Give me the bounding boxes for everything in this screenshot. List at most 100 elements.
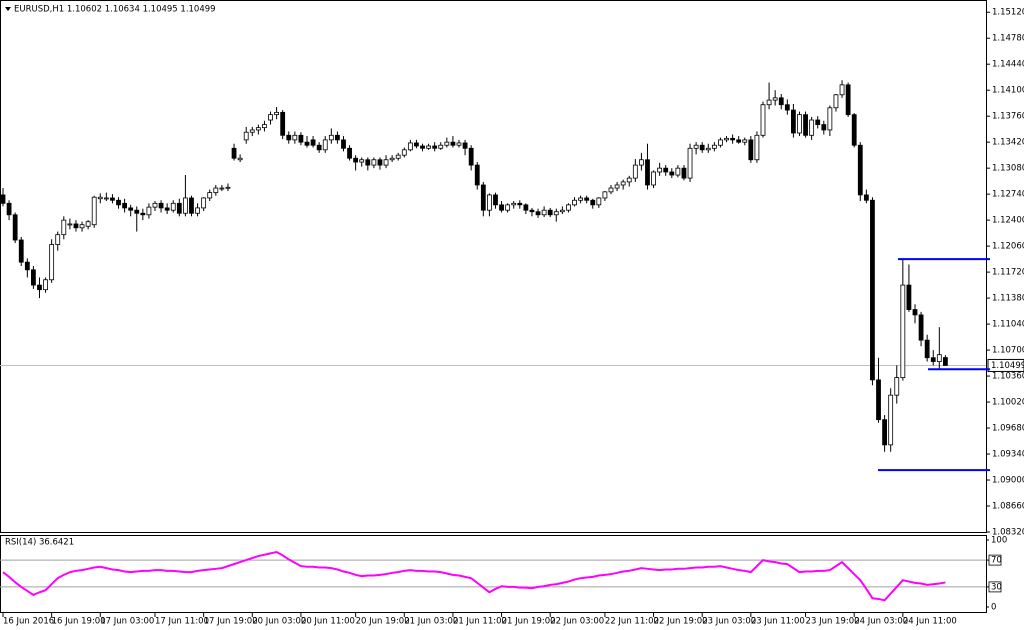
candle-body <box>791 109 796 134</box>
y-tick-label: 1.13080 <box>992 164 1024 174</box>
x-tick-label: 22 Jun 11:00 <box>605 617 659 627</box>
candle-body <box>450 141 456 146</box>
candle-body <box>912 309 918 316</box>
candle-body <box>182 197 188 214</box>
candle-body <box>943 357 948 366</box>
candle-body <box>918 314 924 341</box>
y-tick-label: 1.14780 <box>992 34 1024 44</box>
y-tick-label: 1.15120 <box>992 8 1024 18</box>
candle-body <box>43 279 48 291</box>
candle-body <box>797 114 802 134</box>
candle-body <box>614 184 620 189</box>
y-tick-label: 1.11380 <box>992 294 1024 304</box>
candle-body <box>493 194 498 206</box>
candle-body <box>37 284 42 291</box>
candle-body <box>602 191 608 199</box>
candle-body <box>815 119 821 125</box>
candle-body <box>0 194 6 204</box>
candle-body <box>231 147 237 159</box>
candle-body <box>547 209 553 216</box>
candle-body <box>347 147 352 159</box>
candle-body <box>189 197 194 214</box>
candle-body <box>55 234 61 245</box>
candle-body <box>158 202 164 209</box>
candle-body <box>255 127 261 131</box>
last-price-label: 1.10499 <box>991 361 1024 371</box>
candle-body <box>140 212 146 216</box>
candle-body <box>766 99 772 106</box>
candle-body <box>730 137 735 141</box>
candle-body <box>772 97 778 101</box>
candle-body <box>97 196 103 200</box>
candle-body <box>924 339 930 359</box>
candle-body <box>377 159 383 166</box>
candle-body <box>383 159 389 166</box>
candle-body <box>851 114 857 146</box>
y-tick-label: 1.14440 <box>992 60 1024 70</box>
candle-body <box>511 202 517 206</box>
candle-body <box>480 184 486 211</box>
candle-body <box>559 209 565 213</box>
y-tick-label: 1.12060 <box>992 242 1024 252</box>
candle-body <box>936 354 942 362</box>
candle-body <box>718 139 723 146</box>
x-tick-label: 20 Jun 19:00 <box>356 617 410 627</box>
candle-body <box>304 141 310 146</box>
candle-body <box>724 137 729 141</box>
candle-body <box>24 261 30 271</box>
x-tick-label: 16 Jun 2016 <box>3 617 54 627</box>
candle-body <box>474 164 480 186</box>
candle-body <box>778 97 784 106</box>
candle-body <box>711 144 717 149</box>
y-tick-label: 100 <box>991 536 1007 546</box>
candle-body <box>657 167 663 173</box>
candle-body <box>310 139 316 146</box>
candle-body <box>675 167 681 176</box>
candle-body <box>67 223 73 226</box>
candle-body <box>584 197 590 201</box>
candle-body <box>353 157 359 163</box>
candle-body <box>79 224 85 229</box>
candle-body <box>103 197 109 200</box>
y-tick-label: 1.09340 <box>992 450 1024 460</box>
chart-title: EURUSD,H1 1.10602 1.10634 1.10495 1.1049… <box>14 5 216 15</box>
candle-body <box>669 171 675 176</box>
candle-body <box>505 204 511 211</box>
x-tick-label: 21 Jun 19:00 <box>502 617 556 627</box>
candle-body <box>444 141 450 146</box>
candle-body <box>73 223 79 229</box>
candle-body <box>639 159 644 166</box>
candle-body <box>6 202 12 216</box>
rsi-line <box>2 551 946 602</box>
candle-body <box>420 145 425 149</box>
candle-body <box>553 211 559 216</box>
y-tick-label: 1.09000 <box>992 476 1024 486</box>
candle-body <box>401 149 407 156</box>
candle-body <box>237 157 243 161</box>
candle-body <box>863 194 869 201</box>
candle-body <box>170 202 176 211</box>
candle-body <box>12 214 18 241</box>
candle-body <box>566 204 571 211</box>
y-tick-label: 1.11720 <box>992 268 1024 278</box>
candle-body <box>809 119 815 136</box>
candle-body <box>219 187 225 190</box>
candle-body <box>803 114 808 136</box>
rsi-frame <box>0 535 987 613</box>
candle-body <box>827 107 833 131</box>
y-tick-label: 1.08320 <box>992 528 1024 538</box>
candle-body <box>784 104 790 111</box>
candle-body <box>578 197 583 201</box>
candle-body <box>742 139 748 143</box>
candle-body <box>249 129 255 133</box>
candle-body <box>146 206 152 216</box>
candle-body <box>341 139 346 149</box>
candle-body <box>225 186 231 189</box>
candle-body <box>365 159 371 166</box>
x-tick-label: 17 Jun 03:00 <box>100 617 154 627</box>
candle-body <box>620 181 626 186</box>
candle-body <box>213 187 219 194</box>
x-tick-label: 17 Jun 19:00 <box>204 617 258 627</box>
candle-body <box>468 147 474 166</box>
candle-body <box>754 134 760 161</box>
